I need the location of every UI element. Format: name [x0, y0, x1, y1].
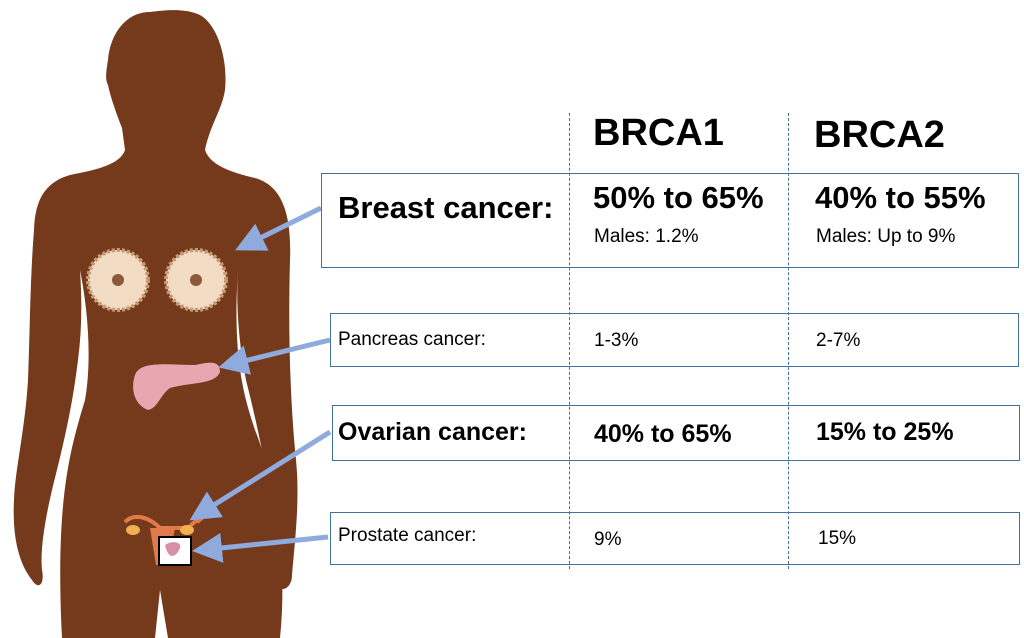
label-prostate: Prostate cancer:	[338, 525, 477, 546]
row-prostate-box	[330, 512, 1020, 565]
column-divider	[569, 113, 570, 569]
prostate-brca2: 15%	[818, 528, 857, 549]
arrow-prostate	[192, 533, 329, 563]
column-divider	[788, 113, 789, 569]
prostate-brca1: 9%	[594, 529, 622, 550]
header-brca1: BRCA1	[593, 112, 724, 154]
breast-glands	[86, 248, 228, 312]
prostate-inset	[158, 536, 192, 566]
female-silhouette	[13, 10, 298, 638]
arrow-breast	[235, 205, 323, 251]
pancreas-brca1: 1-3%	[594, 330, 639, 351]
ovarian-brca1: 40% to 65%	[594, 420, 732, 448]
label-pancreas: Pancreas cancer:	[338, 329, 486, 350]
ovarian-brca2: 15% to 25%	[816, 418, 954, 446]
header-brca2: BRCA2	[814, 114, 945, 156]
breast-brca1: 50% to 65%	[593, 180, 764, 215]
breast-brca1-males: Males: 1.2%	[594, 226, 699, 247]
breast-brca2-males: Males: Up to 9%	[816, 226, 956, 247]
breast-brca2: 40% to 55%	[815, 180, 986, 215]
label-breast: Breast cancer:	[338, 190, 554, 225]
label-ovarian: Ovarian cancer:	[338, 418, 527, 446]
arrow-pancreas	[218, 337, 331, 375]
row-ovarian-box	[332, 405, 1020, 461]
row-pancreas-box	[330, 313, 1019, 367]
pancreas-brca2: 2-7%	[816, 330, 861, 351]
pancreas	[133, 362, 220, 410]
arrow-ovarian	[189, 429, 332, 521]
row-breast-box	[321, 173, 1019, 268]
